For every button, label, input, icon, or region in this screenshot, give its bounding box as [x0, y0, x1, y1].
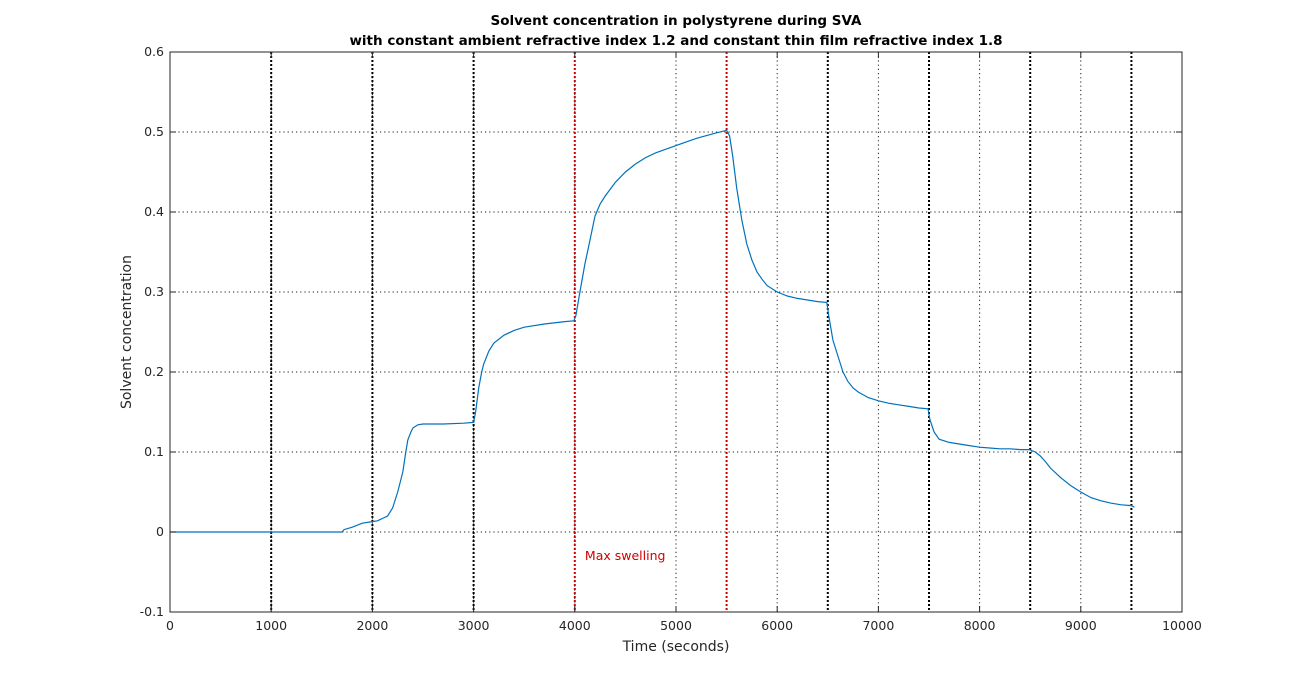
y-tick-label: 0.1: [144, 444, 164, 459]
y-tick-label: 0.5: [144, 124, 164, 139]
chart-title: Solvent concentration in polystyrene dur…: [491, 13, 863, 29]
x-tick-label: 8000: [964, 618, 996, 633]
x-axis-label: Time (seconds): [622, 639, 730, 655]
x-tick-label: 2000: [356, 618, 388, 633]
axis-ticks: -0.100.10.20.30.40.50.60 1000 2000 3000 4000…: [140, 44, 1202, 633]
x-tick-label: 0: [166, 618, 174, 633]
vertical-marker-lines: [270, 52, 1133, 612]
x-tick-label: 1000: [255, 618, 287, 633]
y-tick-label: 0.4: [144, 204, 164, 219]
y-tick-label: -0.1: [140, 604, 164, 619]
series-line: [170, 129, 1135, 533]
x-tick-label: 6000: [761, 618, 793, 633]
series-layer: [170, 129, 1135, 533]
y-tick-label: 0.6: [144, 44, 164, 59]
chart-subtitle: with constant ambient refractive index 1…: [349, 33, 1002, 49]
y-tick-label: 0.2: [144, 364, 164, 379]
y-tick-label: 0.3: [144, 284, 164, 299]
annotations: Max swelling: [585, 548, 666, 563]
y-axis-label: Solvent concentration: [119, 255, 135, 409]
x-tick-label: 4000: [559, 618, 591, 633]
x-tick-label: 10000: [1162, 618, 1202, 633]
annotation-max-swelling: Max swelling: [585, 548, 666, 563]
x-tick-label: 3000: [458, 618, 490, 633]
x-tick-label: 7000: [862, 618, 894, 633]
x-tick-label: 9000: [1065, 618, 1097, 633]
y-tick-label: 0: [156, 524, 164, 539]
x-tick-label: 5000: [660, 618, 692, 633]
